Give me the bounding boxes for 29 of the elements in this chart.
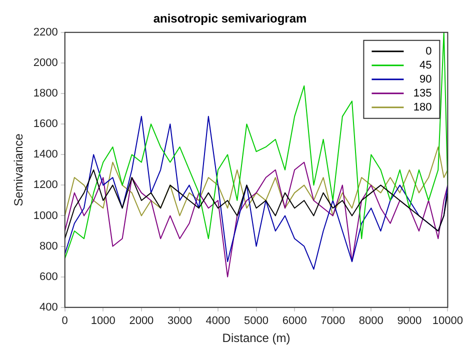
y-tick-label: 400: [40, 301, 58, 314]
y-tick-label: 2200: [33, 26, 58, 38]
x-tick-label: 1000: [90, 315, 116, 328]
x-tick-label: 3000: [167, 315, 192, 328]
x-tick-label: 0: [62, 315, 68, 328]
y-tick-label: 1800: [33, 88, 58, 100]
y-tick-label: 600: [40, 270, 58, 283]
x-tick-label: 2000: [129, 315, 154, 328]
y-tick-label: 2000: [33, 56, 58, 69]
legend-label: 45: [419, 59, 432, 72]
y-tick-label: 1600: [33, 118, 58, 130]
x-tick-label: 5000: [244, 315, 269, 328]
legend-label: 180: [413, 101, 432, 114]
y-axis-title: Semivariance: [12, 133, 26, 206]
chart-title: anisotropic semivariogram: [153, 12, 307, 26]
x-axis-title: Distance (m): [222, 331, 290, 346]
x-tick-label: 10000: [432, 315, 464, 328]
y-tick-label: 1400: [33, 148, 58, 161]
x-tick-label: 4000: [206, 315, 230, 328]
y-tick-label: 1000: [33, 210, 58, 222]
legend-label: 0: [426, 45, 432, 58]
x-tick-label: 7000: [320, 315, 346, 328]
x-tick-label: 6000: [282, 315, 307, 328]
y-tick-label: 800: [40, 240, 58, 252]
x-tick-label: 9000: [397, 315, 422, 328]
legend-label: 90: [419, 73, 432, 86]
y-tick-label: 1200: [33, 179, 58, 192]
legend-label: 135: [413, 87, 432, 100]
x-tick-label: 8000: [358, 315, 384, 328]
